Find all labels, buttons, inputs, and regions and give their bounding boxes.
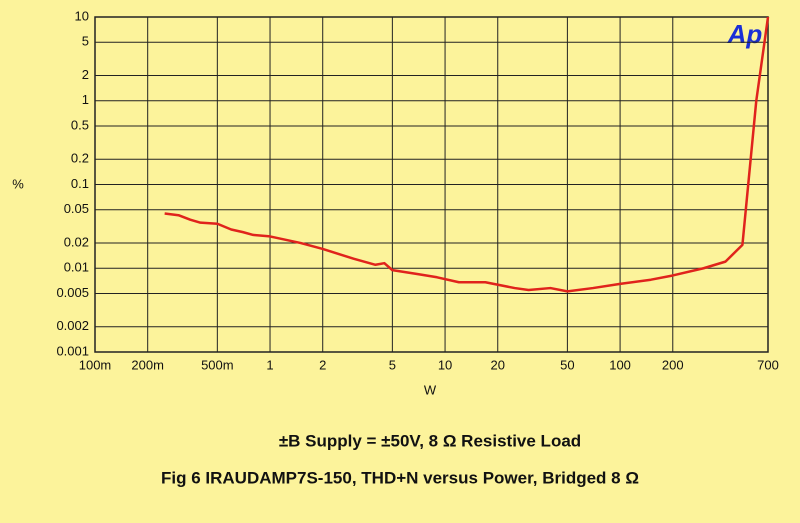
y-tick-label: 0.05 xyxy=(64,201,89,216)
y-tick-label: 1 xyxy=(82,92,89,107)
x-tick-label: 5 xyxy=(389,357,396,372)
y-tick-label: 0.001 xyxy=(56,343,89,358)
y-tick-label: 2 xyxy=(82,67,89,82)
y-tick-label: 0.02 xyxy=(64,234,89,249)
x-tick-label: 500m xyxy=(201,357,234,372)
chart-title: Fig 6 IRAUDAMP7S-150, THD+N versus Power… xyxy=(161,468,639,487)
x-tick-label: 200 xyxy=(662,357,684,372)
data-line xyxy=(164,16,770,293)
y-tick-label: 10 xyxy=(75,8,89,23)
y-tick-label: 0.002 xyxy=(56,318,89,333)
y-tick-label: 0.1 xyxy=(71,176,89,191)
x-tick-label: 200m xyxy=(131,357,164,372)
y-tick-label: 0.5 xyxy=(71,117,89,132)
chart-subtitle: ±B Supply = ±50V, 8 Ω Resistive Load xyxy=(279,431,581,450)
x-tick-label: 100 xyxy=(609,357,631,372)
y-tick-label: 0.2 xyxy=(71,151,89,166)
x-tick-label: 10 xyxy=(438,357,452,372)
x-tick-label: 20 xyxy=(491,357,505,372)
y-tick-label: 5 xyxy=(82,34,89,49)
logo: Ap xyxy=(727,19,763,49)
x-tick-label: 1 xyxy=(266,357,273,372)
y-tick-label: 0.01 xyxy=(64,260,89,275)
x-tick-label: 50 xyxy=(560,357,574,372)
y-axis-label: % xyxy=(12,176,24,191)
x-axis-label: W xyxy=(424,382,437,397)
x-tick-label: 700 xyxy=(757,357,779,372)
y-tick-label: 0.005 xyxy=(56,285,89,300)
x-tick-label: 100m xyxy=(79,357,112,372)
x-tick-label: 2 xyxy=(319,357,326,372)
